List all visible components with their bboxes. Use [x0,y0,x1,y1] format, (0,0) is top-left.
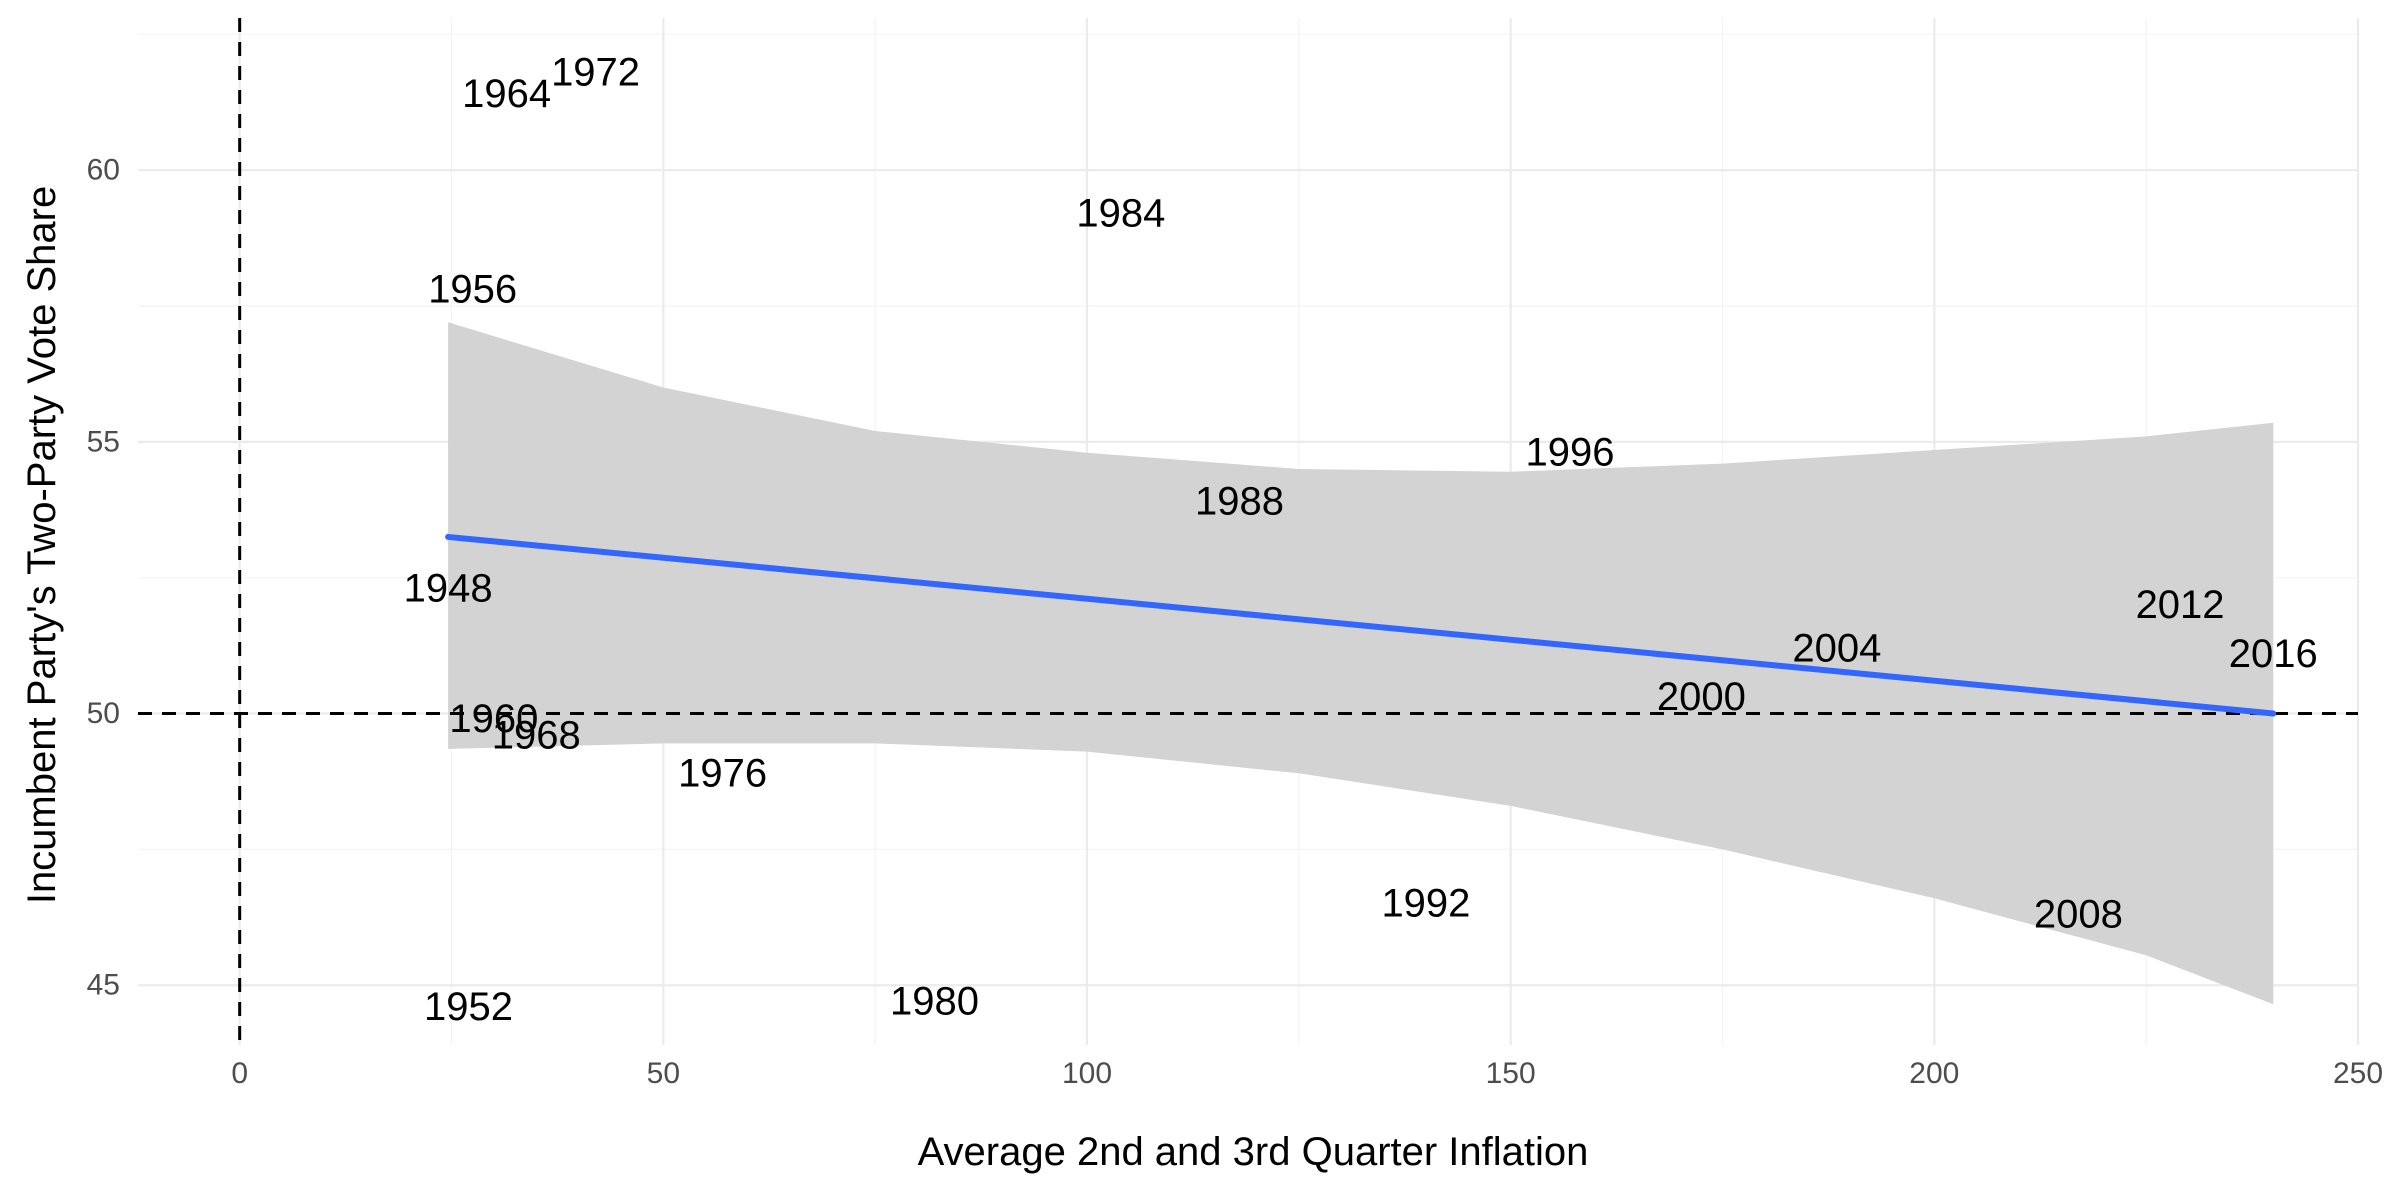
y-tick-label: 60 [87,154,120,187]
reference-lines [138,18,2358,1045]
point-label-1952: 1952 [424,985,513,1029]
x-tick-label: 150 [1486,1057,1536,1090]
x-tick-label: 250 [2333,1057,2383,1090]
point-label-1992: 1992 [1381,882,1470,926]
point-label-2000: 2000 [1657,675,1746,719]
point-label-2008: 2008 [2034,893,2123,937]
y-tick-label: 50 [87,697,120,730]
point-label-1988: 1988 [1195,480,1284,524]
point-label-1972: 1972 [551,50,640,94]
x-axis-ticks: 0 50 100 150 200 250 [231,1057,2383,1090]
y-tick-label: 45 [87,969,120,1002]
confidence-band [448,322,2274,1005]
point-label-1980: 1980 [890,980,979,1024]
x-tick-label: 100 [1062,1057,1112,1090]
point-label-2016: 2016 [2229,632,2318,676]
x-tick-label: 200 [1909,1057,1959,1090]
point-label-1956: 1956 [428,268,517,312]
point-label-1968: 1968 [492,713,581,757]
point-label-1996: 1996 [1525,431,1614,475]
y-axis-ticks: 45 50 55 60 [87,154,120,1002]
point-label-2012: 2012 [2136,583,2225,627]
x-tick-label: 50 [647,1057,680,1090]
point-label-1960: 1960 [449,697,538,741]
x-axis-title: Average 2nd and 3rd Quarter Inflation [918,1130,1589,1174]
point-label-1948: 1948 [404,567,493,611]
point-labels: 1948 1952 1956 1960 1964 1968 1972 1976 1980 1984… [404,50,2318,1029]
point-label-1984: 1984 [1076,192,1165,236]
point-label-2004: 2004 [1792,626,1881,670]
y-tick-label: 55 [87,425,120,458]
x-tick-label: 0 [231,1057,248,1090]
y-axis-title: Incumbent Party's Two-Party Vote Share [20,186,64,904]
point-label-1964: 1964 [462,72,551,116]
fit-line [445,533,2277,717]
point-label-1976: 1976 [678,751,767,795]
